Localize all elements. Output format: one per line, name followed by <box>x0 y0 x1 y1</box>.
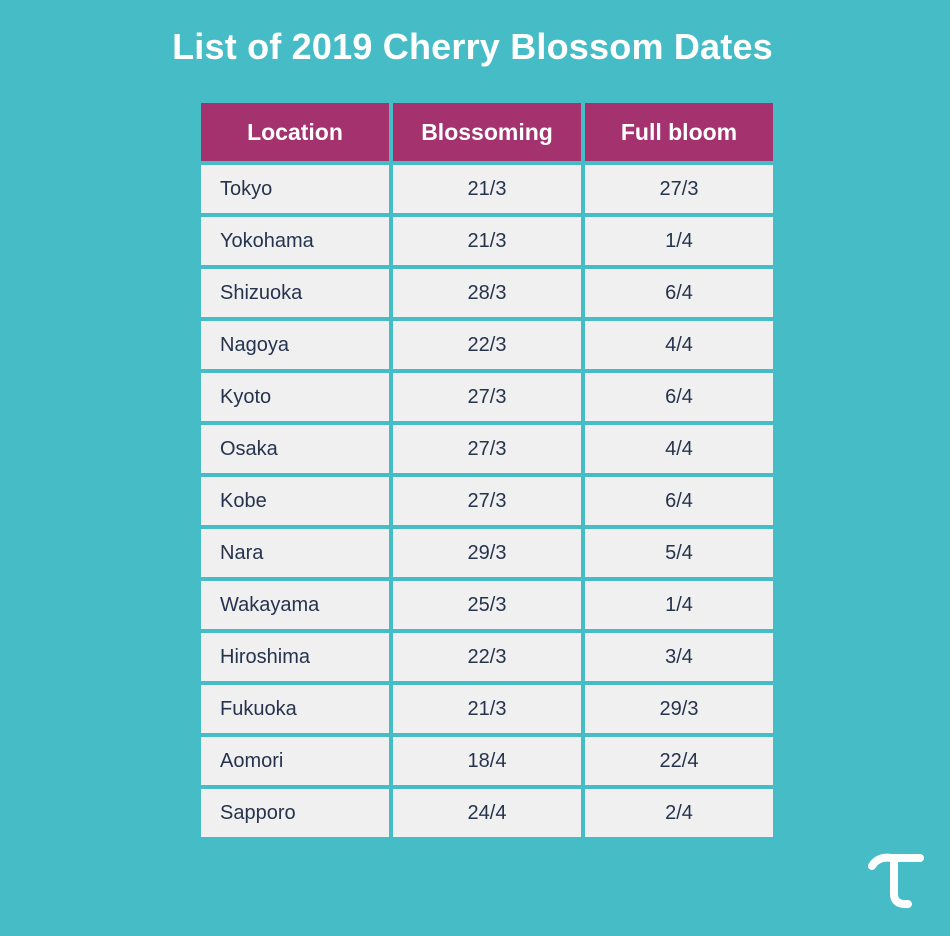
location-cell: Yokohama <box>201 217 389 265</box>
table-row: Osaka 27/3 4/4 <box>201 425 773 473</box>
table-row: Fukuoka 21/3 29/3 <box>201 685 773 733</box>
table-row: Wakayama 25/3 1/4 <box>201 581 773 629</box>
location-cell: Fukuoka <box>201 685 389 733</box>
blossoming-cell: 27/3 <box>393 425 581 473</box>
table-row: Hiroshima 22/3 3/4 <box>201 633 773 681</box>
location-cell: Kyoto <box>201 373 389 421</box>
table-header-row: Location Blossoming Full bloom <box>201 103 773 161</box>
full-bloom-cell: 4/4 <box>585 321 773 369</box>
full-bloom-cell: 6/4 <box>585 477 773 525</box>
full-bloom-cell: 6/4 <box>585 373 773 421</box>
blossoming-cell: 27/3 <box>393 373 581 421</box>
blossoming-cell: 24/4 <box>393 789 581 837</box>
location-cell: Nagoya <box>201 321 389 369</box>
column-header-location: Location <box>201 103 389 161</box>
tau-logo-icon <box>868 853 924 909</box>
full-bloom-cell: 1/4 <box>585 581 773 629</box>
full-bloom-cell: 29/3 <box>585 685 773 733</box>
location-cell: Aomori <box>201 737 389 785</box>
full-bloom-cell: 22/4 <box>585 737 773 785</box>
location-cell: Sapporo <box>201 789 389 837</box>
full-bloom-cell: 4/4 <box>585 425 773 473</box>
full-bloom-cell: 3/4 <box>585 633 773 681</box>
blossoming-cell: 21/3 <box>393 165 581 213</box>
cherry-blossom-table: Location Blossoming Full bloom Tokyo 21/3… <box>197 99 777 841</box>
full-bloom-cell: 1/4 <box>585 217 773 265</box>
location-cell: Kobe <box>201 477 389 525</box>
blossoming-cell: 27/3 <box>393 477 581 525</box>
blossoming-cell: 21/3 <box>393 217 581 265</box>
table-row: Sapporo 24/4 2/4 <box>201 789 773 837</box>
location-cell: Tokyo <box>201 165 389 213</box>
table-row: Kyoto 27/3 6/4 <box>201 373 773 421</box>
table-row: Nara 29/3 5/4 <box>201 529 773 577</box>
location-cell: Shizuoka <box>201 269 389 317</box>
full-bloom-cell: 6/4 <box>585 269 773 317</box>
location-cell: Hiroshima <box>201 633 389 681</box>
blossoming-cell: 22/3 <box>393 633 581 681</box>
table-row: Yokohama 21/3 1/4 <box>201 217 773 265</box>
table-body: Tokyo 21/3 27/3 Yokohama 21/3 1/4 Shizuoka 28/3… <box>201 165 773 837</box>
location-cell: Nara <box>201 529 389 577</box>
table-row: Shizuoka 28/3 6/4 <box>201 269 773 317</box>
location-cell: Wakayama <box>201 581 389 629</box>
blossoming-cell: 18/4 <box>393 737 581 785</box>
blossoming-cell: 28/3 <box>393 269 581 317</box>
blossoming-cell: 25/3 <box>393 581 581 629</box>
full-bloom-cell: 27/3 <box>585 165 773 213</box>
column-header-blossoming: Blossoming <box>393 103 581 161</box>
table-row: Tokyo 21/3 27/3 <box>201 165 773 213</box>
blossoming-cell: 29/3 <box>393 529 581 577</box>
table-row: Kobe 27/3 6/4 <box>201 477 773 525</box>
blossoming-cell: 21/3 <box>393 685 581 733</box>
page-title: List of 2019 Cherry Blossom Dates <box>172 26 773 67</box>
blossoming-cell: 22/3 <box>393 321 581 369</box>
table-row: Aomori 18/4 22/4 <box>201 737 773 785</box>
full-bloom-cell: 2/4 <box>585 789 773 837</box>
column-header-full-bloom: Full bloom <box>585 103 773 161</box>
location-cell: Osaka <box>201 425 389 473</box>
full-bloom-cell: 5/4 <box>585 529 773 577</box>
table-row: Nagoya 22/3 4/4 <box>201 321 773 369</box>
